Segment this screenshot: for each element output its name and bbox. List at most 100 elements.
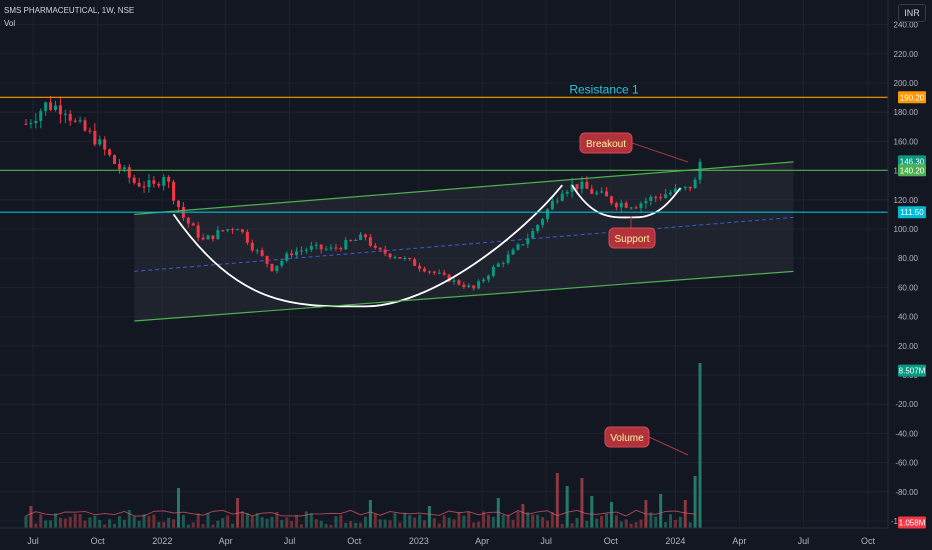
candle-body <box>142 186 146 188</box>
volume-bar <box>624 519 628 528</box>
volume-bar <box>531 514 535 528</box>
volume-bar <box>231 523 235 528</box>
volume-bar <box>245 513 249 528</box>
volume-bar <box>398 522 402 528</box>
candle-body <box>619 202 623 208</box>
candle-body <box>98 139 102 145</box>
volume-bar <box>536 514 540 528</box>
volume-bar <box>629 523 633 528</box>
candle-body <box>359 234 363 240</box>
candle-body <box>688 186 692 189</box>
candle-body <box>614 203 618 208</box>
volume-bar <box>290 520 294 528</box>
volume-indicator-label[interactable]: Vol <box>4 19 16 28</box>
volume-bar <box>137 520 141 528</box>
volume-bar <box>354 522 358 528</box>
candle-body <box>378 247 382 250</box>
y-tick-label: 120.00 <box>894 196 919 205</box>
volume-bar <box>467 512 471 528</box>
candle-body <box>113 155 117 164</box>
candle-body <box>403 257 407 259</box>
candle-body <box>73 120 77 122</box>
volume-bar <box>388 520 392 528</box>
volume-bar <box>506 514 510 528</box>
currency-button[interactable]: INR <box>898 4 926 22</box>
volume-bar <box>344 522 348 528</box>
volume-bar <box>609 502 613 528</box>
candle-body <box>270 263 274 272</box>
volume-bar <box>88 517 92 528</box>
candle-body <box>649 196 653 201</box>
volume-bar <box>265 518 269 528</box>
volume-bar <box>108 519 112 528</box>
volume-bar <box>196 513 200 528</box>
breakout-callout-label: Breakout <box>586 139 626 150</box>
y-tick-label: 80.00 <box>898 254 919 263</box>
candle-body <box>639 203 643 209</box>
candle-body <box>521 244 525 246</box>
candle-body <box>605 191 609 197</box>
candle-body <box>49 102 53 110</box>
volume-bar <box>368 500 372 528</box>
candle-body <box>496 263 500 267</box>
candle-body <box>152 180 156 184</box>
volume-bar <box>113 523 117 528</box>
candle-body <box>388 253 392 258</box>
price-badge <box>898 364 926 377</box>
candle-body <box>526 238 530 245</box>
price-badge-label: 146.30 <box>900 157 925 166</box>
candle-body <box>664 194 668 199</box>
volume-bar <box>73 513 77 528</box>
volume-bar <box>659 494 663 528</box>
candle-body <box>413 259 417 266</box>
candle-body <box>122 167 126 170</box>
y-tick-label: 60.00 <box>898 283 919 292</box>
x-tick-label: Jul <box>27 536 39 546</box>
candle-body <box>482 279 486 282</box>
volume-bar <box>442 515 446 528</box>
candle-body <box>255 250 259 252</box>
candle-body <box>280 260 284 266</box>
candle-body <box>290 253 294 256</box>
candle-body <box>63 113 67 115</box>
volume-bar <box>221 518 225 528</box>
volume-bar <box>285 517 289 528</box>
volume-bar <box>570 523 574 528</box>
x-tick-label: Jul <box>284 536 296 546</box>
candle-body <box>634 207 638 209</box>
candle-body <box>624 202 628 208</box>
candle-body <box>506 254 510 263</box>
candle-body <box>231 229 235 231</box>
candle-body <box>447 274 451 282</box>
volume-bar <box>152 514 156 528</box>
candle-body <box>216 230 220 240</box>
volume-bar <box>58 517 62 528</box>
resistance-label: Resistance 1 <box>569 82 639 96</box>
volume-bar <box>432 518 436 528</box>
volume-bar <box>299 524 303 528</box>
candle-body <box>44 102 48 112</box>
x-tick-label: Oct <box>347 536 362 546</box>
x-tick-label: Apr <box>475 536 489 546</box>
x-tick-label: Apr <box>732 536 746 546</box>
volume-bar <box>176 488 180 528</box>
volume-bar <box>53 513 57 528</box>
volume-bar <box>477 521 481 528</box>
volume-bar <box>157 522 161 528</box>
candle-body <box>422 268 426 272</box>
x-tick-label: Oct <box>604 536 619 546</box>
volume-bar <box>664 522 668 528</box>
candle-body <box>467 285 471 288</box>
candle-body <box>393 257 397 259</box>
candle-body <box>127 167 131 178</box>
candle-body <box>39 111 43 121</box>
volume-bar <box>295 514 299 528</box>
volume-bar <box>122 519 126 528</box>
price-badge <box>898 164 926 177</box>
candle-body <box>201 237 205 240</box>
y-tick-label: 200.00 <box>894 79 919 88</box>
candle-body <box>363 234 367 238</box>
candle-body <box>570 184 574 192</box>
volume-bar <box>275 511 279 528</box>
